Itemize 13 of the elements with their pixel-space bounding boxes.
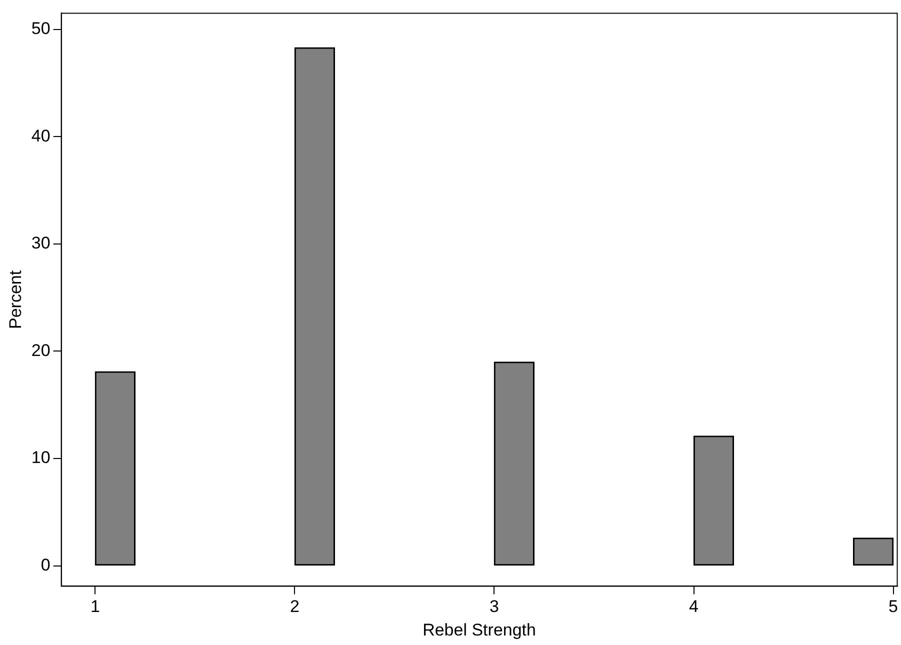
y-tick-label: 40 xyxy=(31,126,50,146)
x-tick-label: 5 xyxy=(888,597,898,616)
y-tick-label: 20 xyxy=(31,340,50,360)
y-tick-label: 10 xyxy=(31,448,50,468)
x-tick-label: 3 xyxy=(490,597,499,616)
y-tick-label: 30 xyxy=(31,234,50,253)
y-tick-label: 0 xyxy=(40,556,50,574)
y-axis-title: Percent xyxy=(6,270,25,329)
x-tick-label: 4 xyxy=(689,597,698,616)
x-tick-label: 1 xyxy=(90,597,100,616)
y-tick-label: 50 xyxy=(31,18,50,38)
x-tick-label: 2 xyxy=(290,597,300,616)
x-axis-title: Rebel Strength xyxy=(422,620,536,640)
